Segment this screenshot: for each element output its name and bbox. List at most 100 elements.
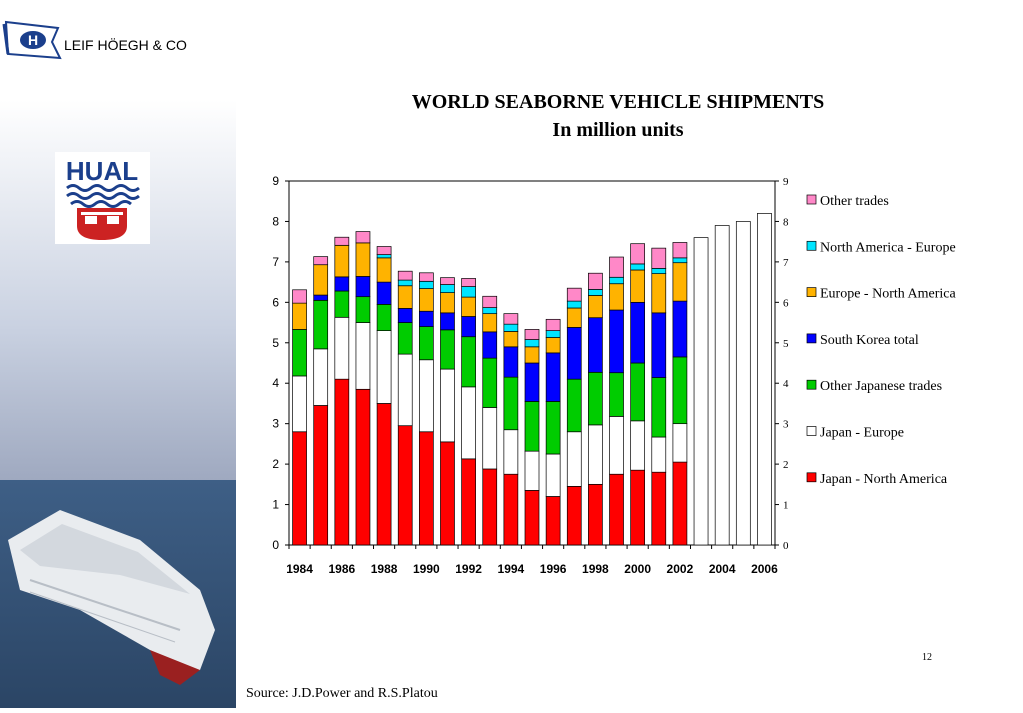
bar-other-trades (651, 247, 667, 269)
bar-japan-europe (672, 423, 688, 463)
bar-south-korea-total (376, 281, 392, 305)
y-tick-label-left: 9 (272, 174, 279, 188)
bar-europe-north-america (313, 264, 329, 296)
bar-north-america-europe (482, 307, 498, 315)
bar-north-america-europe (418, 280, 434, 289)
legend-swatch-south-korea-total (806, 333, 817, 344)
bar-other-japanese-trades (545, 401, 561, 455)
company-name: LEIF HÖEGH & CO (64, 37, 187, 53)
chart-title-line2: In million units (552, 119, 684, 141)
x-tick-label: 1994 (498, 562, 525, 576)
bar-japan-europe (630, 420, 646, 471)
bar-south-korea-total (524, 362, 540, 402)
bar-other-japanese-trades (355, 296, 371, 323)
legend-swatch-north-america-europe (806, 240, 817, 251)
bar-japan-north-america (397, 425, 413, 546)
bar-japan-north-america (524, 490, 540, 546)
bar-other-japanese-trades (313, 299, 329, 350)
y-tick-label-right: 6 (783, 297, 789, 309)
y-tick-label-left: 7 (272, 255, 279, 269)
bar-japan-north-america (461, 458, 476, 546)
bar-north-america-europe (545, 330, 561, 338)
y-tick-label-left: 3 (272, 417, 279, 431)
bar-other-japanese-trades (376, 304, 392, 331)
bar-south-korea-total (440, 312, 455, 331)
y-tick-label-left: 6 (272, 295, 279, 309)
bar-north-america-europe (630, 263, 646, 271)
bar-south-korea-total (672, 300, 688, 358)
bar-europe-north-america (545, 337, 561, 354)
bar-japan-north-america (651, 471, 667, 546)
bar-north-america-europe (503, 323, 519, 332)
bar-south-korea-total (334, 276, 350, 292)
bar-japan-europe (566, 431, 582, 487)
bar-europe-north-america (609, 283, 624, 311)
y-tick-label-right: 2 (783, 459, 789, 471)
bar-other-japanese-trades (292, 329, 307, 377)
bar-japan-north-america (313, 405, 329, 546)
bar-other-japanese-trades (334, 290, 350, 318)
bar-other-trades (609, 256, 624, 278)
emblem-text: HUAL (66, 156, 138, 186)
bar-other-trades (630, 243, 646, 265)
bar-other-japanese-trades (566, 378, 582, 433)
bar-japan-north-america (545, 496, 561, 546)
bar-europe-north-america (672, 262, 688, 302)
bar-europe-north-america (566, 307, 582, 328)
bar-japan-north-america (588, 483, 603, 546)
bar-other-trades (313, 256, 329, 266)
y-tick-label-left: 0 (272, 538, 279, 552)
x-tick-label: 2002 (667, 562, 694, 576)
x-tick-label: 1984 (286, 562, 313, 576)
bar-japan-europe (313, 348, 329, 406)
bar-south-korea-total (355, 276, 371, 298)
bar-europe-north-america (440, 292, 455, 314)
legend-label-north-america-europe: North America - Europe (820, 240, 956, 255)
bar-north-america-europe (672, 257, 688, 264)
legend-swatch-other-trades (806, 194, 817, 205)
bar-north-america-europe (609, 276, 624, 285)
bar-other-japanese-trades (630, 362, 646, 422)
bar-other-trades (482, 295, 498, 308)
bar-japan-north-america (418, 431, 434, 546)
bar-north-america-europe (376, 254, 392, 259)
y-tick-label-right: 9 (783, 176, 789, 188)
y-tick-label-left: 2 (272, 457, 279, 471)
bar-north-america-europe (397, 279, 413, 287)
bar-other-japanese-trades (482, 357, 498, 408)
bar-europe-north-america (292, 302, 307, 330)
legend-label-south-korea-total: South Korea total (820, 333, 919, 348)
legend-label-europe-north-america: Europe - North America (820, 287, 956, 302)
bar-south-korea-total (566, 327, 582, 380)
source-note: Source: J.D.Power and R.S.Platou (246, 686, 438, 701)
bar-forecast (735, 221, 751, 546)
bar-other-japanese-trades (524, 401, 540, 452)
legend-swatch-japan-north-america (806, 472, 817, 483)
bar-other-trades (672, 242, 688, 259)
x-tick-label: 1992 (455, 562, 482, 576)
bar-japan-europe (651, 436, 667, 473)
bar-japan-europe (461, 386, 476, 460)
bar-south-korea-total (630, 301, 646, 364)
bar-japan-europe (334, 316, 350, 380)
bar-europe-north-america (503, 331, 519, 348)
legend-swatch-europe-north-america (806, 287, 817, 297)
y-tick-label-right: 5 (783, 338, 789, 350)
bar-north-america-europe (440, 284, 455, 293)
bar-other-trades (545, 318, 561, 331)
bar-japan-north-america (630, 469, 646, 546)
bar-other-trades (524, 329, 540, 340)
bar-other-trades (355, 231, 371, 244)
bar-south-korea-total (609, 309, 624, 374)
bar-japan-north-america (292, 431, 307, 546)
bar-north-america-europe (651, 268, 667, 274)
chart-title: WORLD SEABORNE VEHICLE SHIPMENTS In mill… (300, 88, 936, 144)
bar-south-korea-total (313, 294, 329, 301)
bar-north-america-europe (588, 289, 603, 296)
bar-europe-north-america (588, 295, 603, 319)
legend-label-japan-north-america: Japan - North America (820, 472, 948, 487)
x-tick-label: 1986 (328, 562, 355, 576)
bar-other-trades (503, 313, 519, 325)
bar-south-korea-total (418, 310, 434, 327)
